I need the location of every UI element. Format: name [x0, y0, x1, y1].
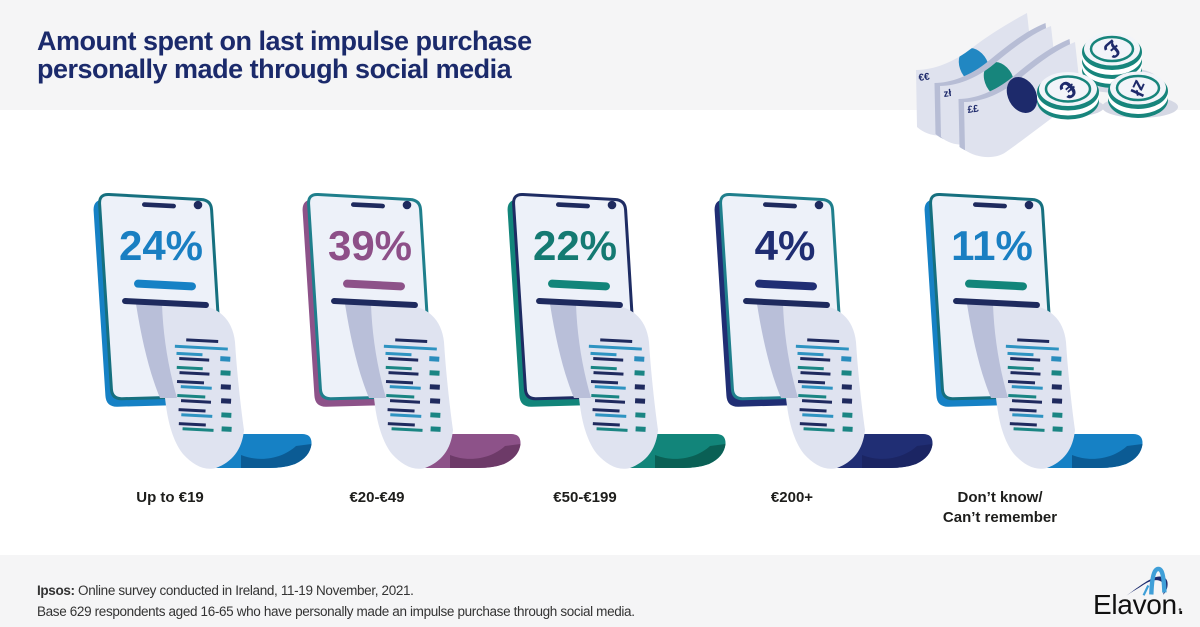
- svg-text:€€: €€: [918, 71, 931, 84]
- svg-text:4%: 4%: [755, 222, 816, 269]
- svg-text:zł: zł: [943, 88, 952, 100]
- svg-text:24%: 24%: [119, 222, 203, 269]
- svg-text:22%: 22%: [533, 222, 617, 269]
- svg-text:11%: 11%: [951, 222, 1033, 269]
- svg-text:££: ££: [967, 103, 980, 116]
- svg-text:39%: 39%: [328, 222, 412, 269]
